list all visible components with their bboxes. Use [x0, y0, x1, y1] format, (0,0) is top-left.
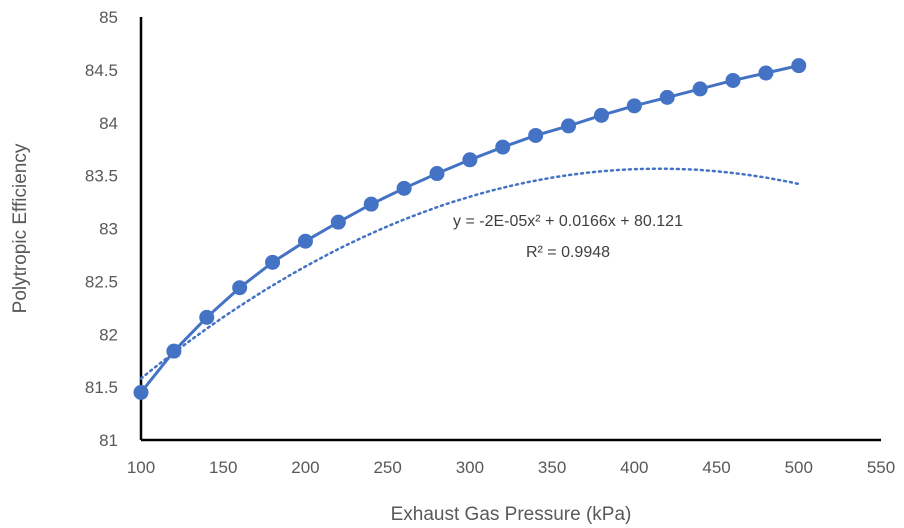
data-point — [561, 118, 577, 134]
y-tick-label: 82.5 — [85, 272, 118, 291]
data-point — [758, 65, 774, 81]
y-tick-label: 83 — [99, 220, 118, 239]
data-point — [462, 152, 478, 168]
data-point — [626, 98, 642, 114]
x-axis-title: Exhaust Gas Pressure (kPa) — [391, 504, 632, 525]
data-point — [199, 309, 215, 325]
data-point — [330, 214, 346, 230]
data-point — [265, 254, 281, 270]
data-point — [396, 180, 412, 196]
data-point — [791, 58, 807, 74]
x-tick-labels: 100 150 200 250 300 350 400 450 500 550 — [127, 458, 895, 477]
x-tick-label: 100 — [127, 458, 155, 477]
data-point — [528, 127, 544, 143]
y-tick-label: 85 — [99, 8, 118, 27]
data-point — [363, 196, 379, 212]
y-tick-label: 84 — [99, 114, 118, 133]
x-tick-label: 400 — [620, 458, 648, 477]
x-tick-label: 300 — [456, 458, 484, 477]
data-point — [166, 343, 182, 359]
data-point — [133, 384, 149, 400]
x-tick-label: 200 — [291, 458, 319, 477]
data-point — [593, 107, 609, 123]
x-tick-label: 450 — [702, 458, 730, 477]
y-tick-label: 84.5 — [85, 61, 118, 80]
data-point — [495, 139, 511, 155]
x-tick-label: 250 — [373, 458, 401, 477]
data-point — [659, 89, 675, 105]
x-tick-label: 150 — [209, 458, 237, 477]
x-tick-label: 550 — [867, 458, 895, 477]
y-tick-label: 81.5 — [85, 378, 118, 397]
y-tick-label: 81 — [99, 431, 118, 450]
data-point — [232, 280, 248, 296]
y-axis-title: Polytropic Efficiency — [10, 143, 31, 313]
trendline-equation: y = -2E-05x² + 0.0166x + 80.121 — [453, 213, 683, 230]
data-points — [133, 58, 807, 400]
y-tick-labels: 81 81.5 82 82.5 83 83.5 84 84.5 85 — [85, 8, 118, 450]
data-point — [725, 72, 741, 88]
data-point — [297, 233, 313, 249]
data-point — [692, 81, 708, 97]
y-tick-label: 83.5 — [85, 167, 118, 186]
trendline-r2: R² = 0.9948 — [526, 244, 610, 261]
trendline — [139, 167, 801, 380]
x-tick-label: 350 — [538, 458, 566, 477]
data-point — [429, 166, 445, 182]
y-tick-label: 82 — [99, 325, 118, 344]
x-tick-label: 500 — [785, 458, 813, 477]
